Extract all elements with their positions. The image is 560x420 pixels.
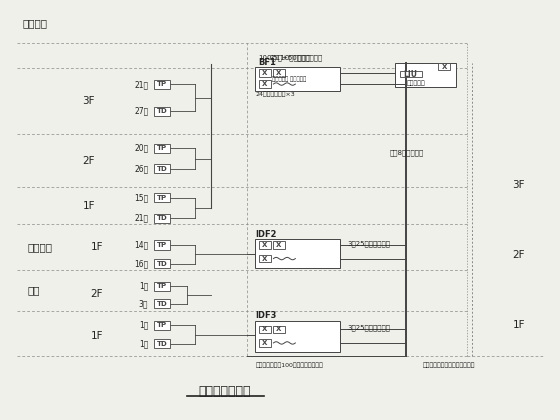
Bar xyxy=(154,282,170,291)
Bar xyxy=(154,259,170,268)
Text: X: X xyxy=(262,81,267,87)
Text: TD: TD xyxy=(157,108,167,114)
Bar xyxy=(154,339,170,348)
Text: 室外8芯单模光纤: 室外8芯单模光纤 xyxy=(390,149,424,156)
Text: 2F: 2F xyxy=(91,289,103,299)
Text: 3F: 3F xyxy=(512,180,525,190)
Text: TP: TP xyxy=(157,242,167,248)
Bar xyxy=(273,69,285,76)
Text: 门卫: 门卫 xyxy=(27,285,40,295)
Text: 1个: 1个 xyxy=(139,282,148,291)
Bar xyxy=(400,71,422,77)
Text: 16个: 16个 xyxy=(134,259,148,268)
Bar xyxy=(438,63,450,70)
Bar xyxy=(154,107,170,116)
Text: IDF2: IDF2 xyxy=(255,230,277,239)
Text: 2F: 2F xyxy=(512,250,525,260)
Text: 1个: 1个 xyxy=(139,339,148,348)
Text: 14个: 14个 xyxy=(134,241,148,249)
Text: 2F: 2F xyxy=(82,155,95,165)
Text: X: X xyxy=(276,242,282,248)
Text: 1F: 1F xyxy=(512,320,525,330)
Text: TD: TD xyxy=(157,260,167,267)
Text: 核心交换机: 核心交换机 xyxy=(407,80,426,86)
Bar xyxy=(259,255,270,262)
Bar xyxy=(154,144,170,153)
Text: TD: TD xyxy=(157,301,167,307)
Text: 15个: 15个 xyxy=(134,193,148,202)
Text: 1F: 1F xyxy=(91,242,103,252)
Bar xyxy=(255,239,340,268)
Bar xyxy=(154,193,170,202)
Bar xyxy=(395,63,456,87)
Text: X: X xyxy=(276,70,282,76)
Text: X: X xyxy=(441,64,447,70)
Text: TP: TP xyxy=(157,194,167,201)
Text: 20个: 20个 xyxy=(134,144,148,153)
Text: 接入交换机 光纤配线架: 接入交换机 光纤配线架 xyxy=(272,76,306,82)
Text: X: X xyxy=(262,340,267,346)
Text: X: X xyxy=(262,326,267,332)
Bar xyxy=(259,80,270,88)
Bar xyxy=(259,69,270,76)
Text: 1F: 1F xyxy=(91,331,103,341)
Bar xyxy=(255,321,340,352)
Bar xyxy=(154,164,170,173)
Text: 100对110模块配线架: 100对110模块配线架 xyxy=(258,55,311,61)
Text: 综合布线系统图: 综合布线系统图 xyxy=(199,385,251,398)
Bar xyxy=(273,241,285,249)
Text: 电信经管道引入100对语音大对数电缆: 电信经管道引入100对语音大对数电缆 xyxy=(255,362,323,368)
Text: BF1: BF1 xyxy=(258,58,276,67)
Bar xyxy=(273,326,285,333)
Text: 3乘25对大对数电缆: 3乘25对大对数电缆 xyxy=(347,240,390,247)
Bar xyxy=(154,214,170,223)
Text: 辅助用房: 辅助用房 xyxy=(27,242,53,252)
Text: TD: TD xyxy=(157,166,167,172)
Text: 1F: 1F xyxy=(82,201,95,211)
Text: X: X xyxy=(262,242,267,248)
Text: 26个: 26个 xyxy=(134,164,148,173)
Bar xyxy=(259,326,270,333)
Text: TP: TP xyxy=(157,81,167,87)
Text: IDF3: IDF3 xyxy=(255,311,277,320)
Text: 25对+50对大对数电缆: 25对+50对大对数电缆 xyxy=(269,55,322,61)
Bar xyxy=(154,321,170,330)
Bar xyxy=(154,299,170,308)
Text: 21个: 21个 xyxy=(134,80,148,89)
Bar xyxy=(154,80,170,89)
Text: 1个: 1个 xyxy=(139,321,148,330)
Bar xyxy=(255,67,340,91)
Bar xyxy=(259,241,270,249)
Text: TD: TD xyxy=(157,341,167,347)
Text: 3乘25对大对数电缆: 3乘25对大对数电缆 xyxy=(347,325,390,331)
Text: TP: TP xyxy=(157,283,167,289)
Text: X: X xyxy=(276,326,282,332)
Text: LIU: LIU xyxy=(404,70,418,79)
Text: TP: TP xyxy=(157,322,167,328)
Text: X: X xyxy=(262,255,267,262)
Text: 3个: 3个 xyxy=(139,299,148,308)
Text: 原教学楼: 原教学楼 xyxy=(22,18,47,29)
Text: TD: TD xyxy=(157,215,167,221)
Text: TP: TP xyxy=(157,145,167,151)
Text: 电信经管道引入互联网接入光纤: 电信经管道引入互联网接入光纤 xyxy=(423,362,475,368)
Bar xyxy=(154,241,170,249)
Text: 24口数据配线架×3: 24口数据配线架×3 xyxy=(255,92,295,97)
Bar xyxy=(259,339,270,346)
Text: 27个: 27个 xyxy=(134,107,148,116)
Text: X: X xyxy=(262,70,267,76)
Text: 3F: 3F xyxy=(82,96,95,106)
Text: 21个: 21个 xyxy=(134,214,148,223)
